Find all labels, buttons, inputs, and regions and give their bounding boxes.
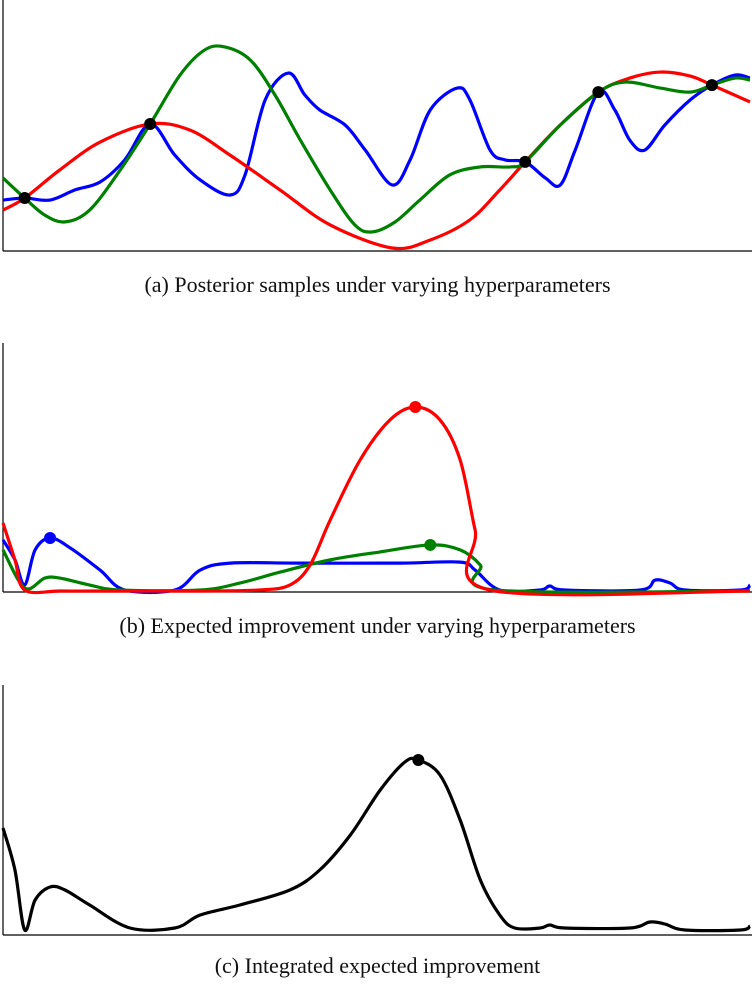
marker-point-0 [409, 400, 422, 413]
marker-point-2 [519, 155, 532, 168]
caption-b: (b) Expected improvement under varying h… [119, 613, 636, 638]
series-line-1 [2, 70, 751, 251]
panel-a: (a) Posterior samples under varying hype… [0, 0, 755, 300]
caption-a: (a) Posterior samples under varying hype… [144, 272, 611, 297]
series-line-1 [1, 543, 751, 594]
marker-point-4 [705, 79, 718, 92]
expected-improvement-chart [1, 343, 752, 597]
panel-b: (b) Expected improvement under varying h… [1, 343, 752, 638]
marker-point-1 [424, 538, 437, 551]
marker-point-1 [144, 117, 157, 130]
marker-point-0 [412, 754, 425, 766]
series-line-2 [1, 44, 751, 234]
marker-point-0 [18, 192, 31, 205]
series-line-0 [1, 756, 751, 933]
series-line-2 [1, 405, 751, 597]
posterior-samples-chart [1, 0, 752, 252]
integrated-expected-improvement-chart [1, 685, 752, 936]
marker-point-3 [592, 86, 605, 99]
caption-c: (c) Integrated expected improvement [214, 953, 541, 978]
marker-point-2 [44, 531, 57, 544]
